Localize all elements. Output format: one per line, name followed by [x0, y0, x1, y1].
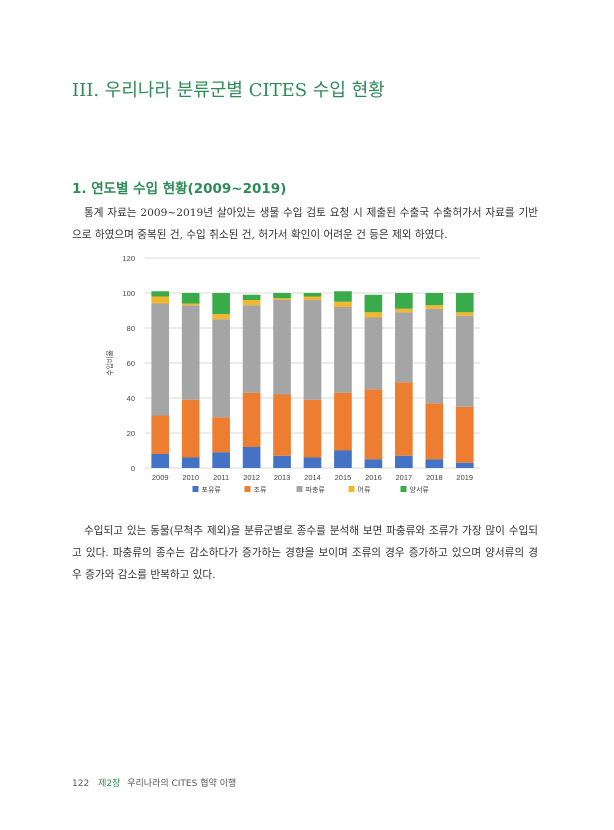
bar-segment: [273, 300, 291, 395]
page-number: 122: [72, 779, 90, 789]
bar-segment: [273, 394, 291, 456]
bar-segment: [455, 312, 474, 316]
bar-segment: [212, 452, 230, 468]
y-tick-label: 60: [127, 359, 135, 368]
intro-paragraph: 통계 자료는 2009~2019년 살아있는 생물 수입 검토 요청 시 제출된…: [72, 207, 538, 241]
bar-segment: [303, 293, 322, 297]
bar-segment: [303, 399, 322, 458]
legend-label: 어류: [358, 485, 371, 494]
bar-segment: [181, 399, 200, 458]
bar-segment: [242, 300, 261, 306]
bar-segment: [212, 417, 230, 453]
x-tick-label: 2016: [365, 473, 382, 482]
x-tick-label: 2014: [304, 473, 321, 482]
y-tick-label: 120: [122, 254, 135, 263]
bar-segment: [303, 300, 322, 400]
x-tick-label: 2013: [274, 473, 291, 482]
bar-segment: [334, 450, 352, 468]
bar-segment: [151, 415, 170, 454]
bar-segment: [151, 296, 170, 304]
bar-segment: [242, 447, 261, 468]
bar-segment: [334, 392, 352, 451]
bar-segment: [212, 293, 230, 314]
section-title: 1. 연도별 수입 현황(2009~2019): [72, 181, 287, 197]
bar-segment: [395, 455, 413, 468]
x-tick-label: 2010: [182, 473, 199, 482]
legend-swatch: [192, 486, 199, 492]
bar-segment: [455, 293, 474, 313]
bar-segment: [395, 308, 413, 313]
chapter-title: III. 우리나라 분류군별 CITES 수입 현황: [72, 80, 385, 101]
bar-segment: [242, 294, 261, 300]
bar-segment: [425, 293, 444, 306]
legend-label: 양서류: [410, 485, 430, 494]
bar-segment: [334, 301, 352, 307]
bar-segment: [364, 389, 383, 460]
bar-segment: [273, 298, 291, 300]
bar-segment: [212, 314, 230, 320]
legend-swatch: [296, 486, 303, 492]
bar-segment: [455, 315, 474, 407]
y-tick-label: 100: [122, 289, 135, 298]
x-tick-label: 2015: [335, 473, 352, 482]
bar-segment: [364, 317, 383, 390]
bar-segment: [303, 296, 322, 300]
y-axis-label: 수입비율: [105, 350, 114, 376]
bar-segment: [425, 459, 444, 468]
bar-segment: [181, 457, 200, 468]
bar-segment: [273, 293, 291, 299]
bar-segment: [303, 457, 322, 468]
x-tick-label: 2017: [396, 473, 413, 482]
bar-segment: [334, 291, 352, 302]
footer-chapter: 제2장: [98, 779, 121, 789]
y-tick-label: 80: [127, 324, 135, 333]
analysis-paragraph: 수입되고 있는 동물(무척추 제외)을 분류군별로 종수를 분석해 보면 파충류…: [72, 525, 538, 581]
bar-segment: [181, 293, 200, 304]
stacked-bar-chart: 0 20 40 60 80 100 120 수입비율 2009 2010 2011 2012 2013 2…: [105, 254, 480, 494]
y-tick-label: 20: [127, 429, 135, 438]
bar-segment: [242, 305, 261, 393]
legend-label: 포유류: [202, 486, 222, 494]
bar-segment: [364, 294, 383, 313]
footer-chapter-title: 우리나라의 CITES 협약 이행: [127, 779, 237, 789]
bar-segment: [364, 312, 383, 318]
bar-segment: [151, 291, 170, 297]
x-tick-label: 2018: [426, 473, 443, 482]
bar-segment: [273, 455, 291, 468]
x-tick-label: 2012: [243, 473, 260, 482]
bar-segment: [364, 459, 383, 468]
legend-label: 파충류: [306, 485, 326, 494]
bar-segment: [151, 303, 170, 416]
bar-segment: [425, 305, 444, 309]
bar-segment: [334, 307, 352, 393]
bar-segment: [395, 293, 413, 309]
bar-segment: [395, 312, 413, 383]
bar-segment: [395, 382, 413, 456]
y-tick-label: 0: [131, 464, 135, 473]
bar-segment: [181, 305, 200, 400]
legend-swatch: [348, 486, 355, 492]
x-tick-label: 2011: [213, 473, 229, 482]
bar-segment: [181, 303, 200, 306]
legend-swatch: [244, 486, 251, 492]
bar-segment: [425, 403, 444, 460]
legend-label: 조류: [254, 486, 267, 494]
bar-segment: [425, 308, 444, 404]
bar-segment: [151, 454, 170, 468]
bar-segment: [455, 462, 474, 468]
bar-segment: [455, 406, 474, 463]
page-footer: 122 제2장 우리나라의 CITES 협약 이행: [72, 776, 236, 789]
legend-swatch: [400, 486, 407, 492]
bar-segment: [242, 392, 261, 447]
y-tick-label: 40: [127, 394, 135, 403]
bar-segment: [212, 319, 230, 418]
x-tick-label: 2009: [152, 473, 169, 482]
x-tick-label: 2019: [456, 473, 473, 482]
